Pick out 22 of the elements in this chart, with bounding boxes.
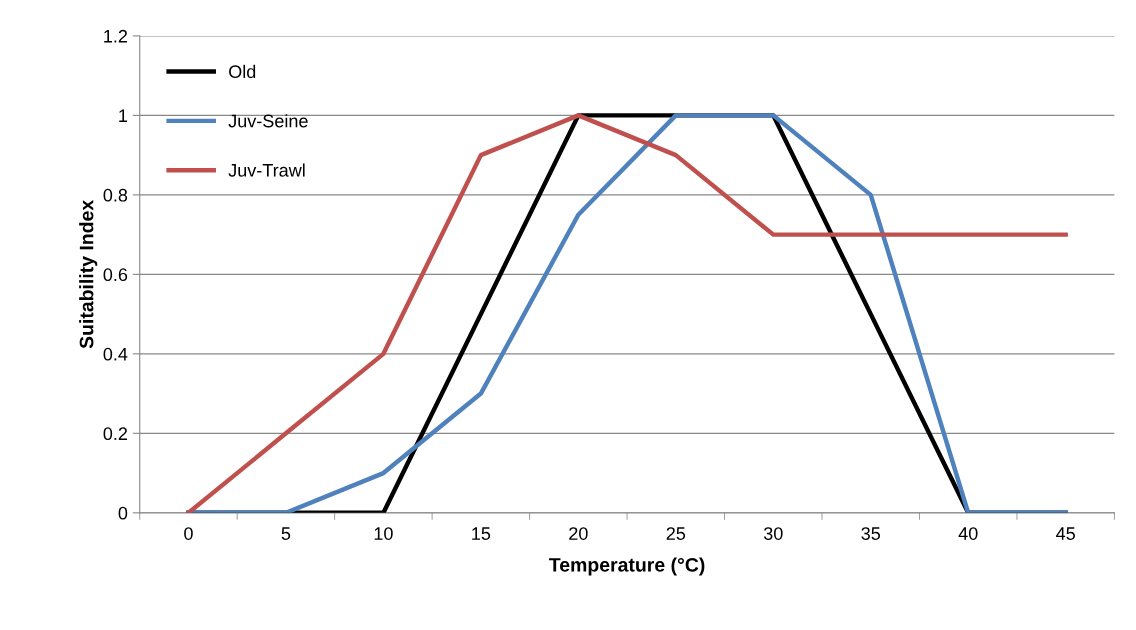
x-tick-label: 5 (281, 527, 291, 540)
x-tick-label: 10 (374, 527, 393, 540)
y-tick-label: 0 (118, 506, 128, 520)
x-tick-label: 30 (763, 527, 783, 540)
y-tick-label: 0.6 (103, 268, 128, 282)
x-tick-label: 40 (958, 527, 978, 540)
x-tick-label: 20 (569, 527, 588, 540)
y-tick-label: 0.2 (103, 427, 128, 441)
legend-label: Juv-Seine (228, 114, 308, 128)
x-tick-label: 15 (472, 527, 491, 540)
legend-label: Juv-Trawl (228, 163, 305, 177)
y-tick-label: 1.2 (104, 29, 128, 43)
x-axis-title: Temperature (°C) (549, 557, 705, 576)
y-axis-title: Suitability Index (79, 199, 98, 349)
x-tick-label: 0 (184, 527, 193, 540)
y-tick-label: 0.4 (103, 347, 128, 361)
y-tick-label: 1 (119, 109, 128, 122)
y-tick-label: 0.8 (103, 188, 128, 202)
legend-label: Old (229, 64, 256, 79)
x-tick-label: 25 (666, 527, 686, 540)
x-tick-label: 45 (1056, 527, 1075, 540)
x-tick-label: 35 (861, 527, 881, 540)
